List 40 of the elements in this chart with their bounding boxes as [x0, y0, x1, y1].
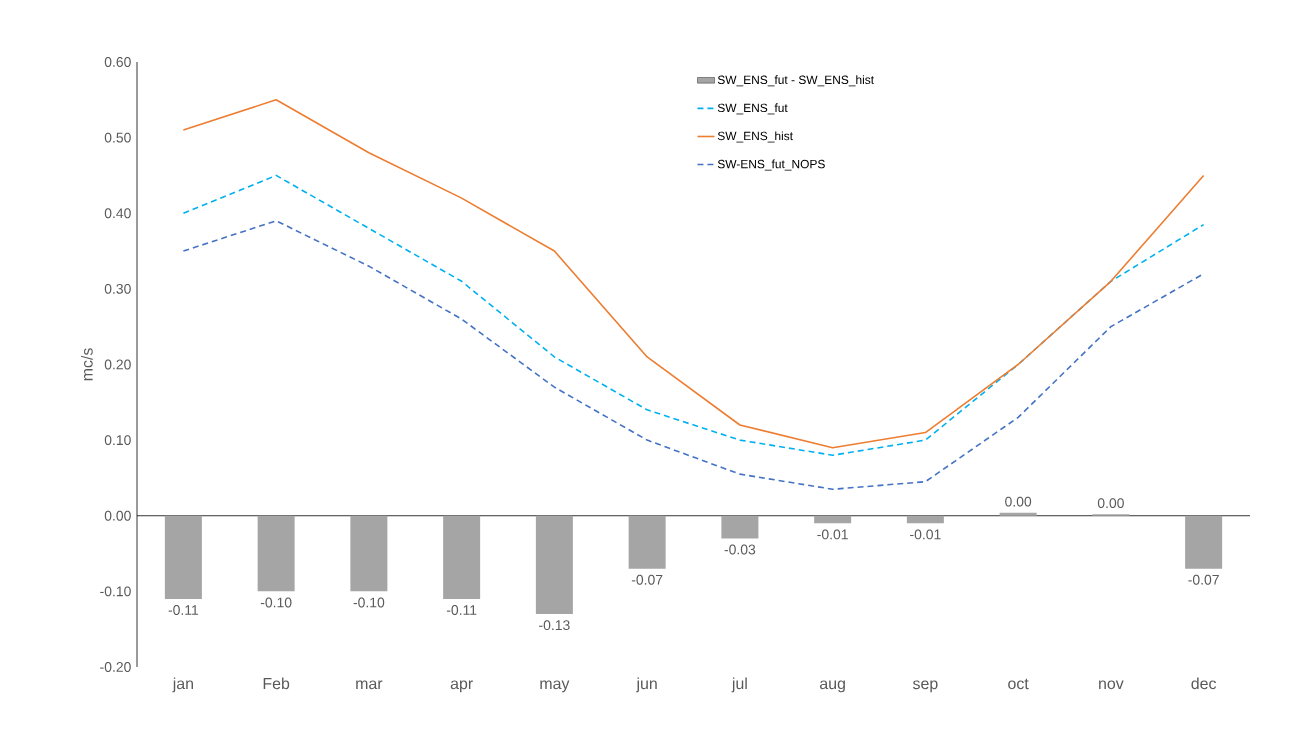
y-tick-label: 0.10 [104, 435, 131, 446]
legend-label: SW-ENS_fut_NOPS [717, 159, 825, 171]
y-tick-label: 0.50 [104, 132, 131, 143]
data-label: -0.10 [260, 597, 292, 608]
x-tick-label: nov [1099, 680, 1124, 690]
x-tick-label: jul [731, 677, 747, 693]
y-axis-title: mc/s [81, 348, 93, 381]
data-label: -0.07 [1188, 574, 1219, 585]
data-label: 0.00 [1097, 498, 1124, 509]
x-tick-label: may [540, 680, 570, 693]
y-tick-label: -0.20 [100, 662, 131, 672]
x-tick-label: aug [820, 680, 845, 693]
data-label: -0.01 [817, 529, 848, 540]
x-tick-label: apr [450, 680, 473, 693]
x-tick-label: dec [1191, 677, 1217, 690]
data-label: -0.10 [353, 597, 385, 608]
y-tick-label: 0.30 [104, 283, 131, 294]
data-label: -0.13 [539, 620, 570, 631]
y-tick-label: 0.00 [104, 510, 131, 521]
y-tick-label: -0.10 [100, 586, 131, 597]
x-tick-label: mar [356, 680, 383, 690]
line-series [182, 99, 1205, 449]
line-series [182, 174, 1205, 457]
x-tick-label: Feb [263, 677, 290, 690]
legend-label: SW_ENS_fut [717, 103, 788, 115]
legend-label: SW_ENS_hist [717, 131, 793, 143]
x-tick-label: jan [172, 677, 193, 693]
y-tick-label: 0.20 [104, 359, 131, 370]
y-tick-label: 0.60 [104, 57, 131, 67]
data-label: -0.11 [168, 605, 199, 615]
x-tick-label: oct [1008, 678, 1029, 690]
data-label: 0.00 [1005, 496, 1032, 507]
y-tick-label: 0.40 [104, 208, 131, 219]
data-label: -0.03 [724, 544, 756, 555]
data-label: -0.07 [631, 574, 663, 585]
data-label: -0.01 [910, 529, 941, 540]
x-tick-label: sep [912, 680, 938, 693]
legend-label: SW_ENS_fut - SW_ENS_hist [717, 75, 874, 87]
x-tick-label: jun [636, 677, 657, 693]
data-label: -0.11 [446, 605, 477, 615]
